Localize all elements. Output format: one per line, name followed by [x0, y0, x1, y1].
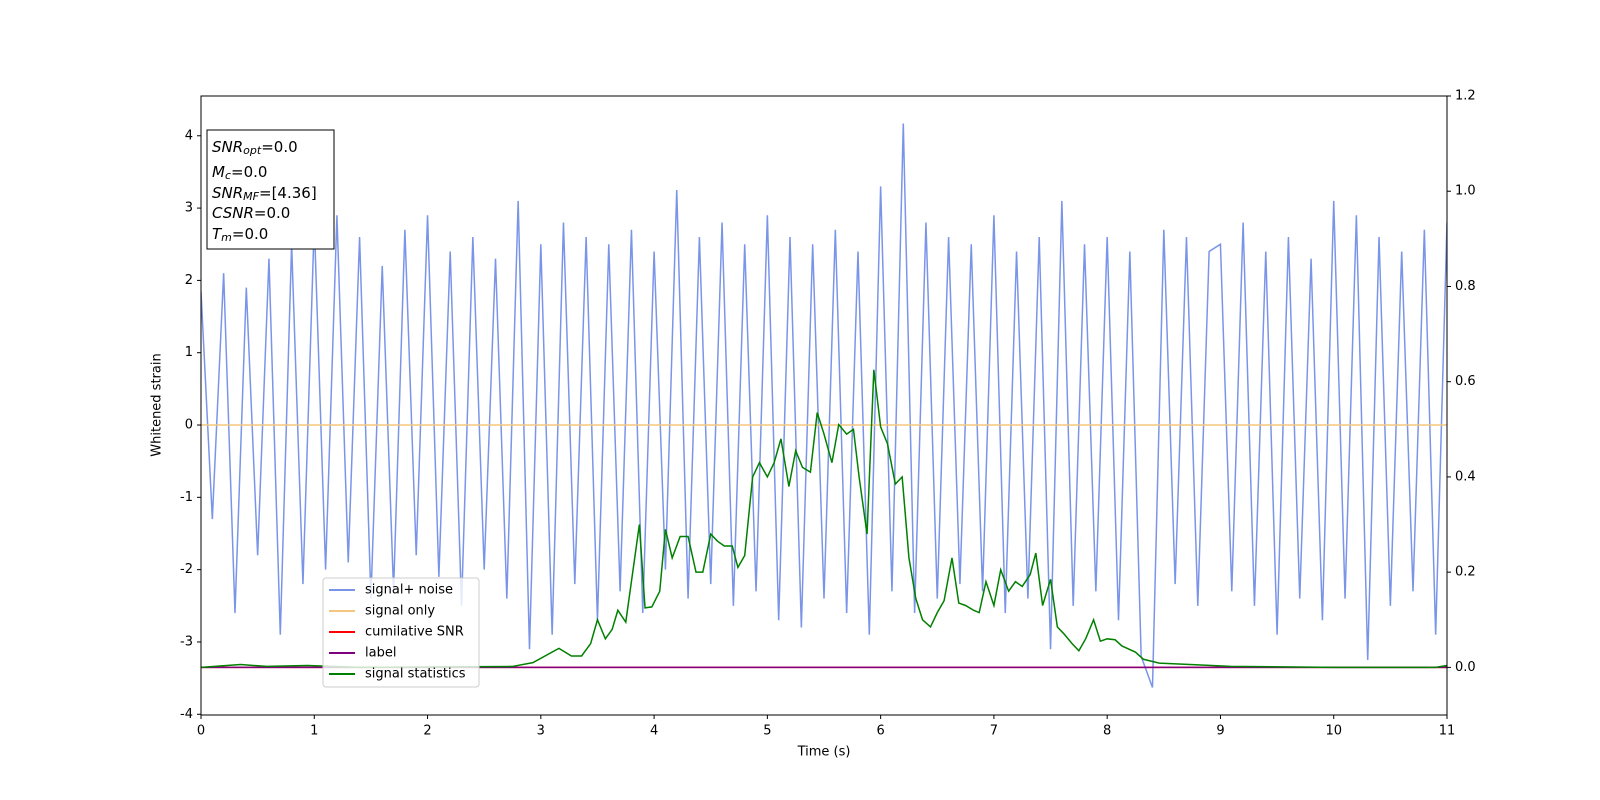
- legend-label: signal statistics: [365, 667, 466, 682]
- annotation-symbol: T: [212, 225, 223, 243]
- annotation-symbol: SNR: [212, 184, 243, 202]
- x-tick-label: 3: [537, 724, 545, 739]
- series-line: [201, 123, 1447, 688]
- legend-label: signal+ noise: [365, 583, 453, 598]
- x-axis-label: Time (s): [797, 745, 851, 760]
- y2-tick-label: 0.8: [1455, 279, 1476, 294]
- y2-tick-label: 1.0: [1455, 184, 1476, 199]
- y-tick-label: -1: [180, 490, 193, 505]
- x-tick-label: 1: [310, 724, 318, 739]
- y2-tick-label: 0.6: [1455, 374, 1476, 389]
- legend-box: [322, 577, 480, 688]
- annotation-text: =0.0: [254, 204, 290, 222]
- y2-tick-label: 0.0: [1455, 660, 1476, 675]
- y-tick-label: 1: [185, 345, 193, 360]
- x-tick-label: 9: [1216, 724, 1224, 739]
- y2-tick-label: 0.4: [1455, 469, 1476, 484]
- annotation-text: =0.0: [261, 138, 297, 156]
- annotation-symbol: CSNR: [212, 204, 254, 222]
- annotation-text: =0.0: [232, 225, 268, 243]
- x-tick-label: 4: [650, 724, 658, 739]
- annotation-subscript: c: [225, 169, 231, 182]
- y-axis-label: Whitened strain: [150, 353, 165, 456]
- y-tick-label: 0: [185, 418, 193, 433]
- x-tick-label: 2: [423, 724, 431, 739]
- annotation-subscript: MF: [243, 190, 259, 203]
- legend-label: signal only: [365, 604, 435, 619]
- legend-label: label: [365, 646, 396, 661]
- x-tick-label: 7: [990, 724, 998, 739]
- y-tick-label: 2: [185, 273, 193, 288]
- x-tick-label: 5: [763, 724, 771, 739]
- annotation-text: =0.0: [231, 163, 267, 181]
- annotation-subscript: opt: [243, 144, 262, 157]
- y-tick-label: -2: [180, 562, 193, 577]
- y-tick-label: -3: [180, 634, 193, 649]
- annotation-text: =[4.36]: [259, 184, 317, 202]
- annotation-box: [206, 129, 335, 250]
- y2-tick-label: 0.2: [1455, 565, 1476, 580]
- annotation: Tm=0.0: [212, 225, 268, 245]
- y-tick-label: 3: [185, 201, 193, 216]
- annotation: SNRopt=0.0: [212, 138, 298, 158]
- annotation-subscript: m: [221, 231, 232, 244]
- annotation-symbol: M: [212, 163, 225, 181]
- annotation-symbol: SNR: [212, 138, 243, 156]
- x-tick-label: 10: [1325, 724, 1342, 739]
- annotation: CSNR=0.0: [212, 204, 290, 222]
- legend-label: cumilative SNR: [365, 625, 464, 640]
- y2-tick-label: 1.2: [1455, 89, 1476, 104]
- y-tick-label: 4: [185, 128, 193, 143]
- x-tick-label: 6: [876, 724, 884, 739]
- series-line: [201, 369, 1447, 669]
- annotation: Mc=0.0: [212, 163, 267, 183]
- y-tick-label: -4: [180, 707, 193, 722]
- x-tick-label: 11: [1439, 724, 1456, 739]
- x-tick-label: 8: [1103, 724, 1111, 739]
- plot-frame: [200, 95, 1448, 716]
- annotation: SNRMF=[4.36]: [212, 184, 317, 204]
- x-tick-label: 0: [197, 724, 205, 739]
